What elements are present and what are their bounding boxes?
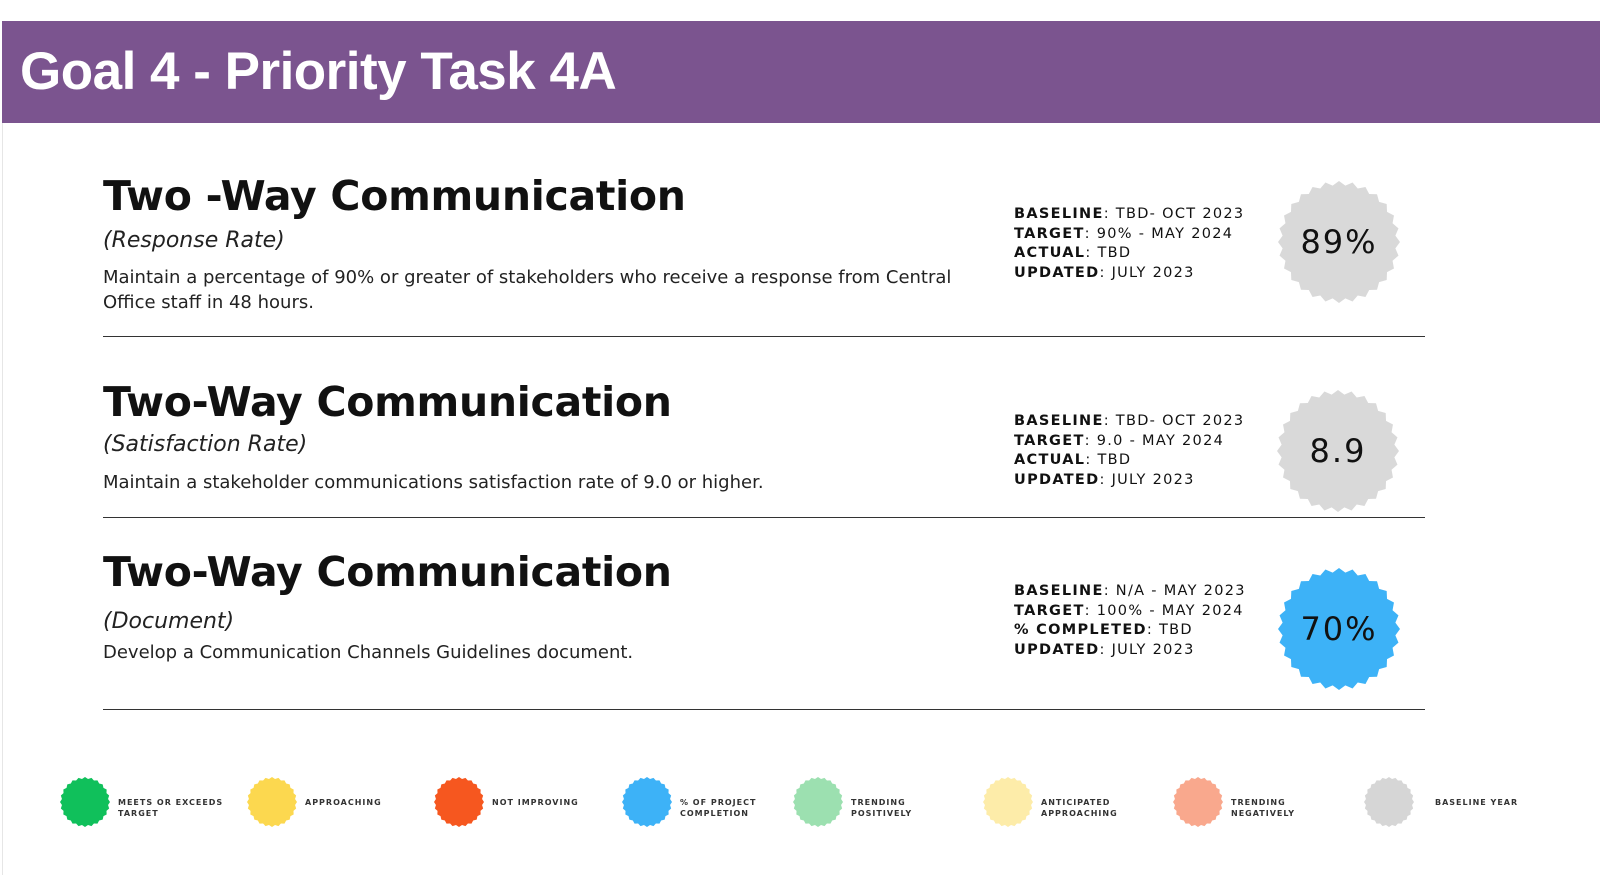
stats-block: BASELINE: TBD- OCT 2023 TARGET: 9.0 - MA… <box>1014 412 1244 490</box>
section-description: Maintain a stakeholder communications sa… <box>103 472 764 493</box>
legend-badge-icon <box>434 777 484 827</box>
seal-shape <box>1277 390 1399 512</box>
section-divider <box>103 709 1425 710</box>
status-badge: 70% <box>1278 568 1400 690</box>
section-description: Develop a Communication Channels Guideli… <box>103 642 634 663</box>
section-title: Two -Way Communication <box>103 172 686 220</box>
section-title: Two-Way Communication <box>103 548 672 596</box>
status-badge: 89% <box>1278 181 1400 303</box>
seal-shape <box>983 777 1033 827</box>
section-divider <box>103 336 1425 337</box>
status-badge: 8.9 <box>1277 390 1399 512</box>
legend-label: BASELINE YEAR <box>1435 798 1519 807</box>
seal-shape <box>1364 777 1414 827</box>
legend-label: TRENDING POSITIVELY <box>851 798 913 818</box>
stat-completed: % COMPLETED: TBD <box>1014 622 1193 639</box>
seal-shape <box>1278 568 1400 690</box>
stat-target: TARGET: 100% - MAY 2024 <box>1014 602 1244 619</box>
section-subtitle: (Response Rate) <box>103 228 285 253</box>
legend-badge-icon <box>1173 777 1223 827</box>
badge-value: 70% <box>1300 610 1378 648</box>
legend-label: % OF PROJECT COMPLETION <box>680 798 757 818</box>
section-subtitle: (Satisfaction Rate) <box>103 432 308 457</box>
stats-block: BASELINE: TBD- OCT 2023 TARGET: 90% - MA… <box>1014 205 1244 283</box>
legend-label: ANTICIPATED APPROACHING <box>1041 798 1118 818</box>
section-title: Two-Way Communication <box>103 378 672 426</box>
seal-shape <box>793 777 843 827</box>
seal-shape <box>622 777 672 827</box>
badge-value: 8.9 <box>1309 432 1367 470</box>
legend-label: TRENDING NEGATIVELY <box>1231 798 1296 818</box>
stat-updated: UPDATED: JULY 2023 <box>1014 471 1195 488</box>
legend-badge-icon <box>622 777 672 827</box>
seal-shape <box>247 777 297 827</box>
legend-badge-icon <box>60 777 110 827</box>
legend-badge-icon <box>1364 777 1414 827</box>
section-description: Maintain a percentage of 90% or greater … <box>103 267 952 313</box>
stat-actual: ACTUAL: TBD <box>1014 245 1132 262</box>
stat-target: TARGET: 90% - MAY 2024 <box>1014 225 1234 242</box>
stat-updated: UPDATED: JULY 2023 <box>1014 641 1195 658</box>
seal-shape <box>1278 181 1400 303</box>
stat-updated: UPDATED: JULY 2023 <box>1014 264 1195 281</box>
legend-badge-icon <box>793 777 843 827</box>
legend-badge-icon <box>247 777 297 827</box>
stat-baseline: BASELINE: N/A - MAY 2023 <box>1014 583 1246 599</box>
stats-block: BASELINE: N/A - MAY 2023 TARGET: 100% - … <box>1014 582 1246 660</box>
page-title: Goal 4 - Priority Task 4A <box>20 42 617 101</box>
seal-shape <box>60 777 110 827</box>
badge-value: 89% <box>1300 223 1378 261</box>
stat-baseline: BASELINE: TBD- OCT 2023 <box>1014 206 1245 222</box>
stat-baseline: BASELINE: TBD- OCT 2023 <box>1014 413 1245 429</box>
section-divider <box>103 517 1425 518</box>
legend-label: MEETS OR EXCEEDS TARGET <box>118 798 224 818</box>
seal-shape <box>1173 777 1223 827</box>
stat-actual: ACTUAL: TBD <box>1014 452 1132 469</box>
section-subtitle: (Document) <box>103 609 235 634</box>
legend-badge-icon <box>983 777 1033 827</box>
legend-label: NOT IMPROVING <box>492 798 579 807</box>
header-bar: Goal 4 - Priority Task 4A <box>2 21 1600 123</box>
stat-target: TARGET: 9.0 - MAY 2024 <box>1014 432 1225 449</box>
legend-label: APPROACHING <box>305 798 382 807</box>
seal-shape <box>434 777 484 827</box>
